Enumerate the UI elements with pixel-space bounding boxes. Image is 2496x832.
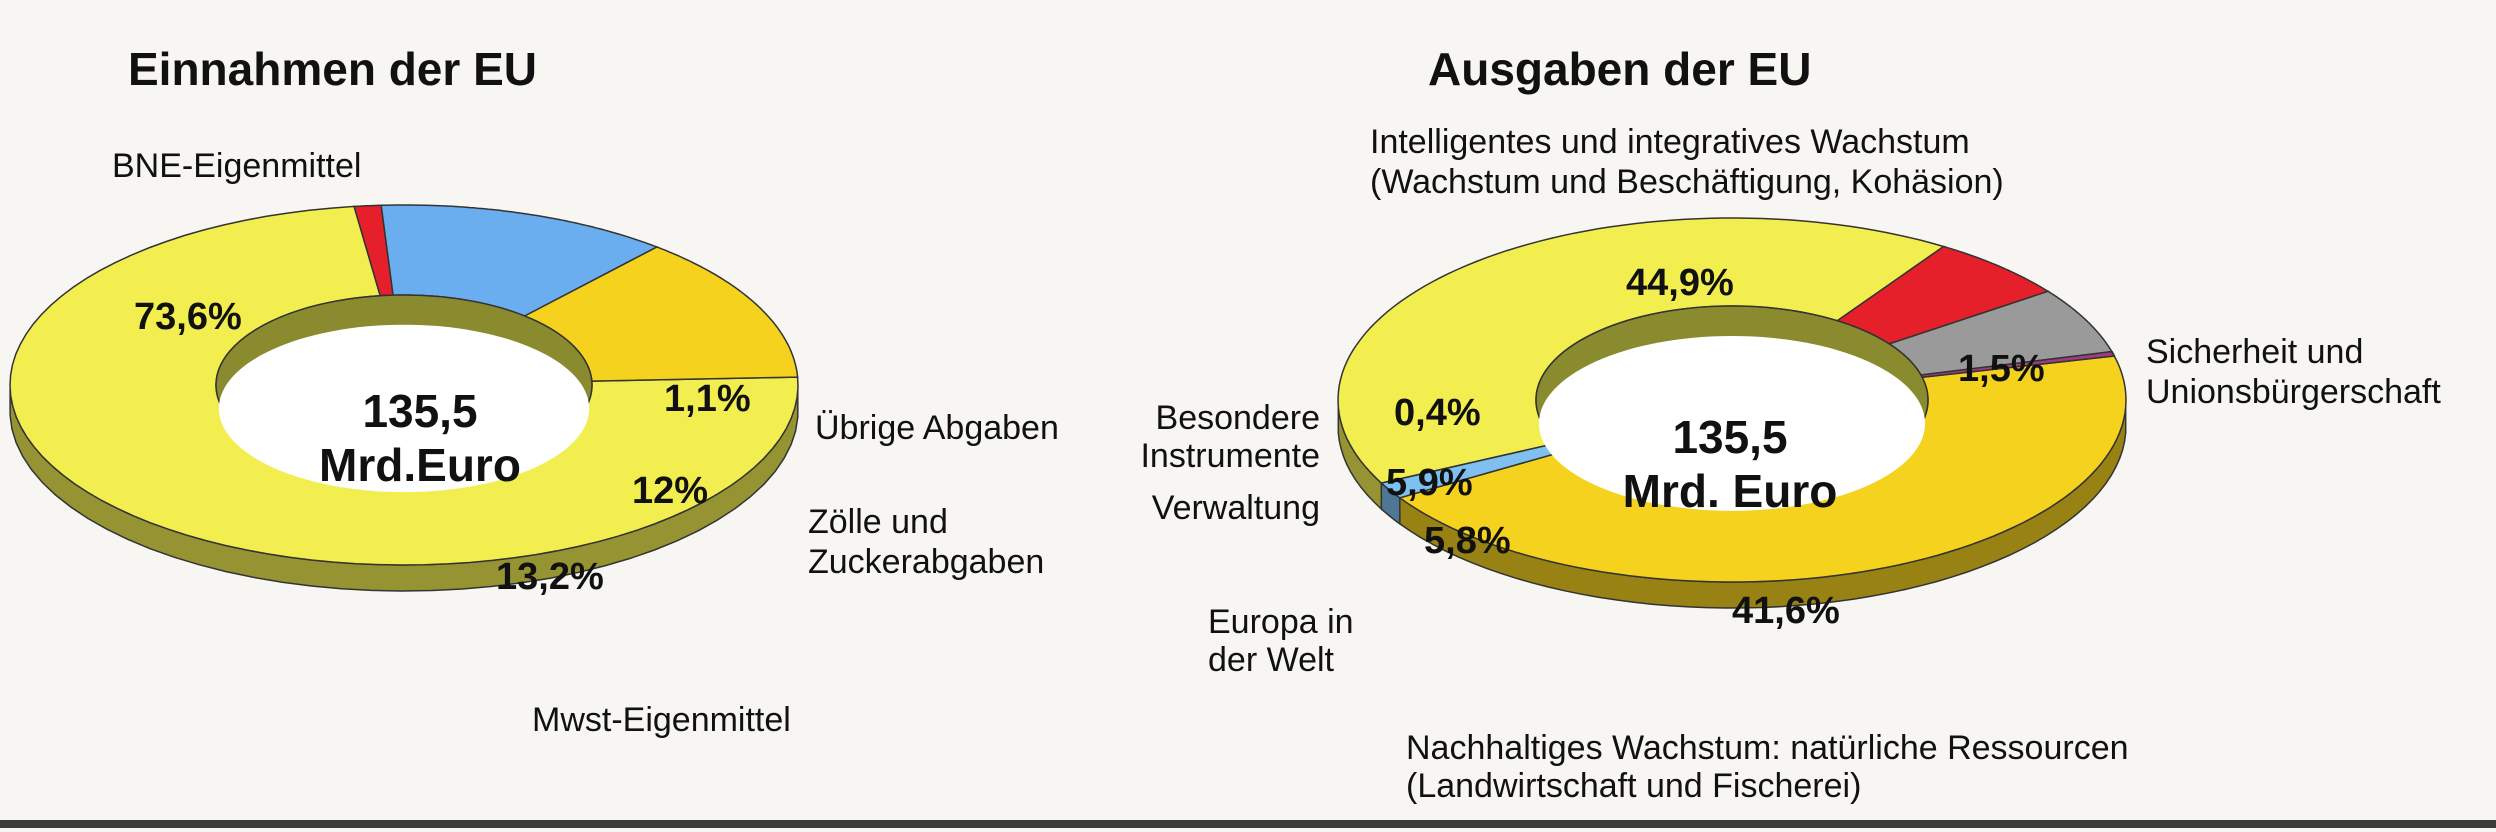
center-total-einnahmen: 135,5 Mrd.Euro [240,384,600,492]
pct-uebrige-abgaben: 1,1% [664,378,751,420]
pct-verwaltung: 5,9% [1386,462,1473,504]
label-intelligentes-line1: Intelligentes und integratives Wachstum [1370,123,1970,161]
label-europa-line2: der Welt [1208,641,1334,679]
pct-intelligentes: 44,9% [1626,262,1734,304]
pct-besondere: 0,4% [1394,392,1481,434]
donut-chart-1 [1337,217,2127,609]
pct-bne-eigenmittel: 73,6% [134,296,242,338]
label-intelligentes-line2: (Wachstum und Beschäftigung, Kohäsion) [1370,163,2004,201]
label-sicherheit-line1: Sicherheit und [2146,333,2364,371]
label-europa-line1: Europa in [1208,603,1354,641]
donut-chart-0 [9,204,799,592]
label-besondere-line1: Besondere [1155,399,1320,437]
center-unit: Mrd.Euro [319,439,521,491]
center-total-ausgaben: 135,5 Mrd. Euro [1560,410,1900,518]
label-nachhaltiges-line1: Nachhaltiges Wachstum: natürliche Ressou… [1406,729,2129,767]
chart-title-ausgaben: Ausgaben der EU [1428,43,1812,95]
label-sicherheit-line2: Unionsbürgerschaft [2146,373,2441,411]
center-value: 135,5 [362,385,478,437]
donut-hole [218,324,590,493]
label-bne-eigenmittel: BNE-Eigenmittel [112,147,362,185]
chart-title-einnahmen: Einnahmen der EU [128,43,537,95]
pct-sicherheit: 1,5% [1958,348,2045,390]
label-besondere-line2: Instrumente [1140,437,1320,475]
pct-mwst-eigenmittel: 13,2% [496,556,604,598]
label-verwaltung: Verwaltung [1151,489,1320,527]
pct-nachhaltiges: 41,6% [1732,590,1840,632]
center-value: 135,5 [1672,411,1788,463]
center-unit: Mrd. Euro [1622,465,1838,517]
pct-europa: 5,8% [1424,520,1511,562]
label-nachhaltiges-line2: (Landwirtschaft und Fischerei) [1406,767,1862,805]
pct-zoelle: 12% [632,470,709,512]
donut-hole [1538,335,1926,511]
bottom-rule [0,820,2496,828]
label-uebrige-abgaben: Übrige Abgaben [815,409,1059,447]
label-zoelle-line1: Zölle und [808,503,948,541]
label-zoelle-line2: Zuckerabgaben [808,543,1045,581]
label-mwst-eigenmittel: Mwst-Eigenmittel [532,701,791,739]
